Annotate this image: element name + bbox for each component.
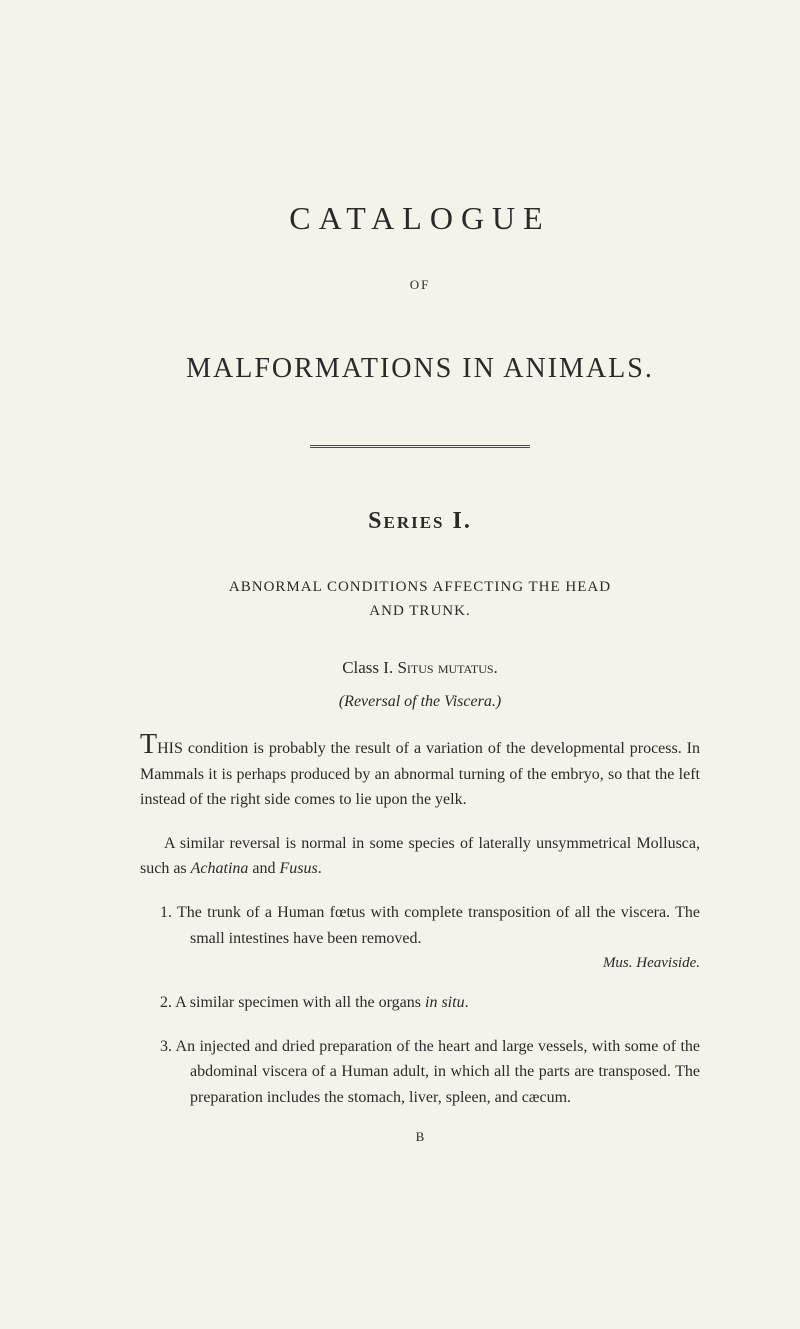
paragraph-1-text: HIS condition is probably the result of … bbox=[140, 740, 700, 808]
attribution-1: Mus. Heaviside. bbox=[140, 955, 700, 972]
class-subheading: (Reversal of the Viscera.) bbox=[140, 693, 700, 711]
catalogue-title: CATALOGUE bbox=[140, 200, 700, 237]
list-item-2: 2. A similar specimen with all the organ… bbox=[140, 990, 700, 1016]
page-marker: B bbox=[140, 1129, 700, 1145]
list-item-1: 1. The trunk of a Human fœtus with compl… bbox=[140, 900, 700, 951]
item-number-2: 2. bbox=[160, 994, 172, 1011]
class-heading: Class I. Situs mutatus. bbox=[140, 658, 700, 678]
series-title: Series I. bbox=[140, 508, 700, 535]
section-heading-line1: ABNORMAL CONDITIONS AFFECTING THE HEAD bbox=[229, 579, 611, 595]
section-divider bbox=[310, 445, 530, 448]
item-number-3: 3. bbox=[160, 1038, 172, 1055]
section-heading-line2: AND TRUNK. bbox=[369, 603, 470, 619]
paragraph-1: THIS condition is probably the result of… bbox=[140, 731, 700, 813]
subtitle: MALFORMATIONS IN ANIMALS. bbox=[140, 353, 700, 385]
list-item-3: 3. An injected and dried preparation of … bbox=[140, 1034, 700, 1111]
dropcap: T bbox=[140, 729, 157, 760]
item-number-1: 1. bbox=[160, 904, 172, 921]
item-text-3: An injected and dried preparation of the… bbox=[176, 1038, 700, 1106]
of-text: OF bbox=[140, 277, 700, 293]
item-text-1: The trunk of a Human fœtus with complete… bbox=[177, 904, 700, 947]
paragraph-2: A similar reversal is normal in some spe… bbox=[140, 831, 700, 882]
section-heading: ABNORMAL CONDITIONS AFFECTING THE HEAD A… bbox=[140, 575, 700, 623]
